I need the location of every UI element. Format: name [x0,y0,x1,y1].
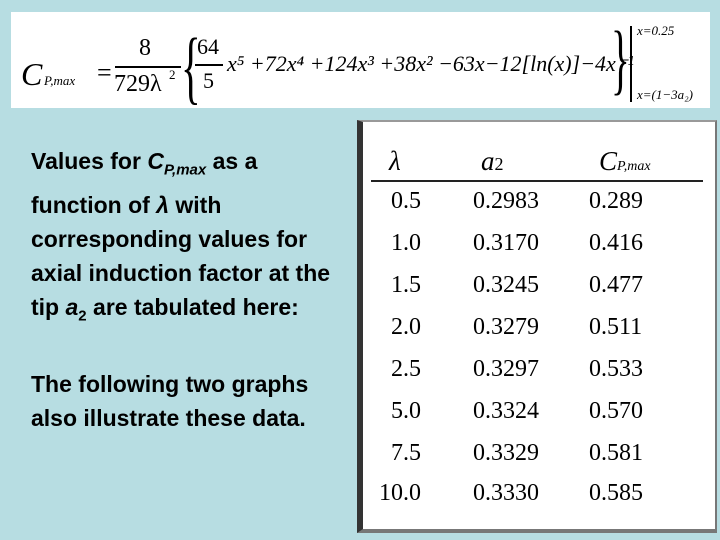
cell-a2: 0.3170 [473,230,539,256]
header-a2: a2 [481,146,504,176]
description: Values for CP,max as a function of λ wit… [31,144,341,435]
cell-cp: 0.581 [589,440,643,466]
frac64-numerator: 64 [197,34,219,59]
upper-limit: x=0.25 [637,23,675,38]
table-row: 0.5 0.2983 0.289 [363,188,715,228]
left-brace: { [181,21,201,108]
table-row: 1.0 0.3170 0.416 [363,230,715,270]
cell-cp: 0.533 [589,356,643,382]
table-row: 1.5 0.3245 0.477 [363,272,715,312]
cell-lambda: 1.5 [391,272,421,298]
description-para2: The following two graphs also illustrate… [31,371,309,432]
frac64-denominator: 5 [203,68,214,93]
cell-cp: 0.511 [589,314,643,340]
cell-a2: 0.3279 [473,314,539,340]
coef-denominator: 729λ [114,71,162,97]
coef-numerator: 8 [139,35,151,61]
cell-lambda: 10.0 [379,480,421,506]
cell-lambda: 1.0 [391,230,421,256]
cell-lambda: 5.0 [391,398,421,424]
table-row: 10.0 0.3330 0.585 [363,480,715,520]
a2-symbol: a [65,293,79,320]
polynomial-terms: x⁵ +72x⁴ +124x³ +38x² −63x−12[ln(x)]−4x⁻… [227,51,635,76]
table-row: 5.0 0.3324 0.570 [363,398,715,438]
header-lambda: λ [389,146,401,176]
cp-symbol: C [147,148,164,174]
header-cp: CP,max [599,146,651,176]
cell-a2: 0.3245 [473,272,539,298]
lambda-symbol: λ [156,191,169,218]
cell-a2: 0.3330 [473,480,539,506]
cell-a2: 0.3324 [473,398,539,424]
cell-a2: 0.3297 [473,356,539,382]
cell-cp: 0.585 [589,480,643,506]
cell-a2: 0.2983 [473,188,539,214]
formula-lhs-symbol: C [21,56,43,92]
frac64-bar [195,64,223,66]
lower-limit: x=(1−3a₂) [637,87,693,102]
cell-cp: 0.289 [589,188,643,214]
formula-lhs-subscript: P,max [44,73,76,88]
cell-lambda: 0.5 [391,188,421,214]
cell-lambda: 2.0 [391,314,421,340]
formula-banner: C P,max = 8 729λ 2 { 64 5 x⁵ +72x⁴ +124x… [11,12,710,108]
cell-cp: 0.477 [589,272,643,298]
description-para1: Values for CP,max as a function of λ wit… [31,148,331,325]
cell-lambda: 2.5 [391,356,421,382]
table-row: 2.5 0.3297 0.533 [363,356,715,396]
formula-equals: = [97,58,112,87]
coef-fraction-bar [115,66,181,68]
table-row: 2.0 0.3279 0.511 [363,314,715,354]
cell-cp: 0.416 [589,230,643,256]
data-table: λ a2 CP,max 0.5 0.2983 0.289 1.0 0.3170 0.416… [357,120,717,533]
header-rule [371,180,703,182]
cell-a2: 0.3329 [473,440,539,466]
table-header-row: λ a2 CP,max [363,146,715,182]
cell-cp: 0.570 [589,398,643,424]
coef-denominator-power: 2 [169,67,176,82]
cell-lambda: 7.5 [391,440,421,466]
table-row: 7.5 0.3329 0.581 [363,440,715,480]
evaluation-bar [630,26,632,102]
right-brace: } [611,15,630,102]
